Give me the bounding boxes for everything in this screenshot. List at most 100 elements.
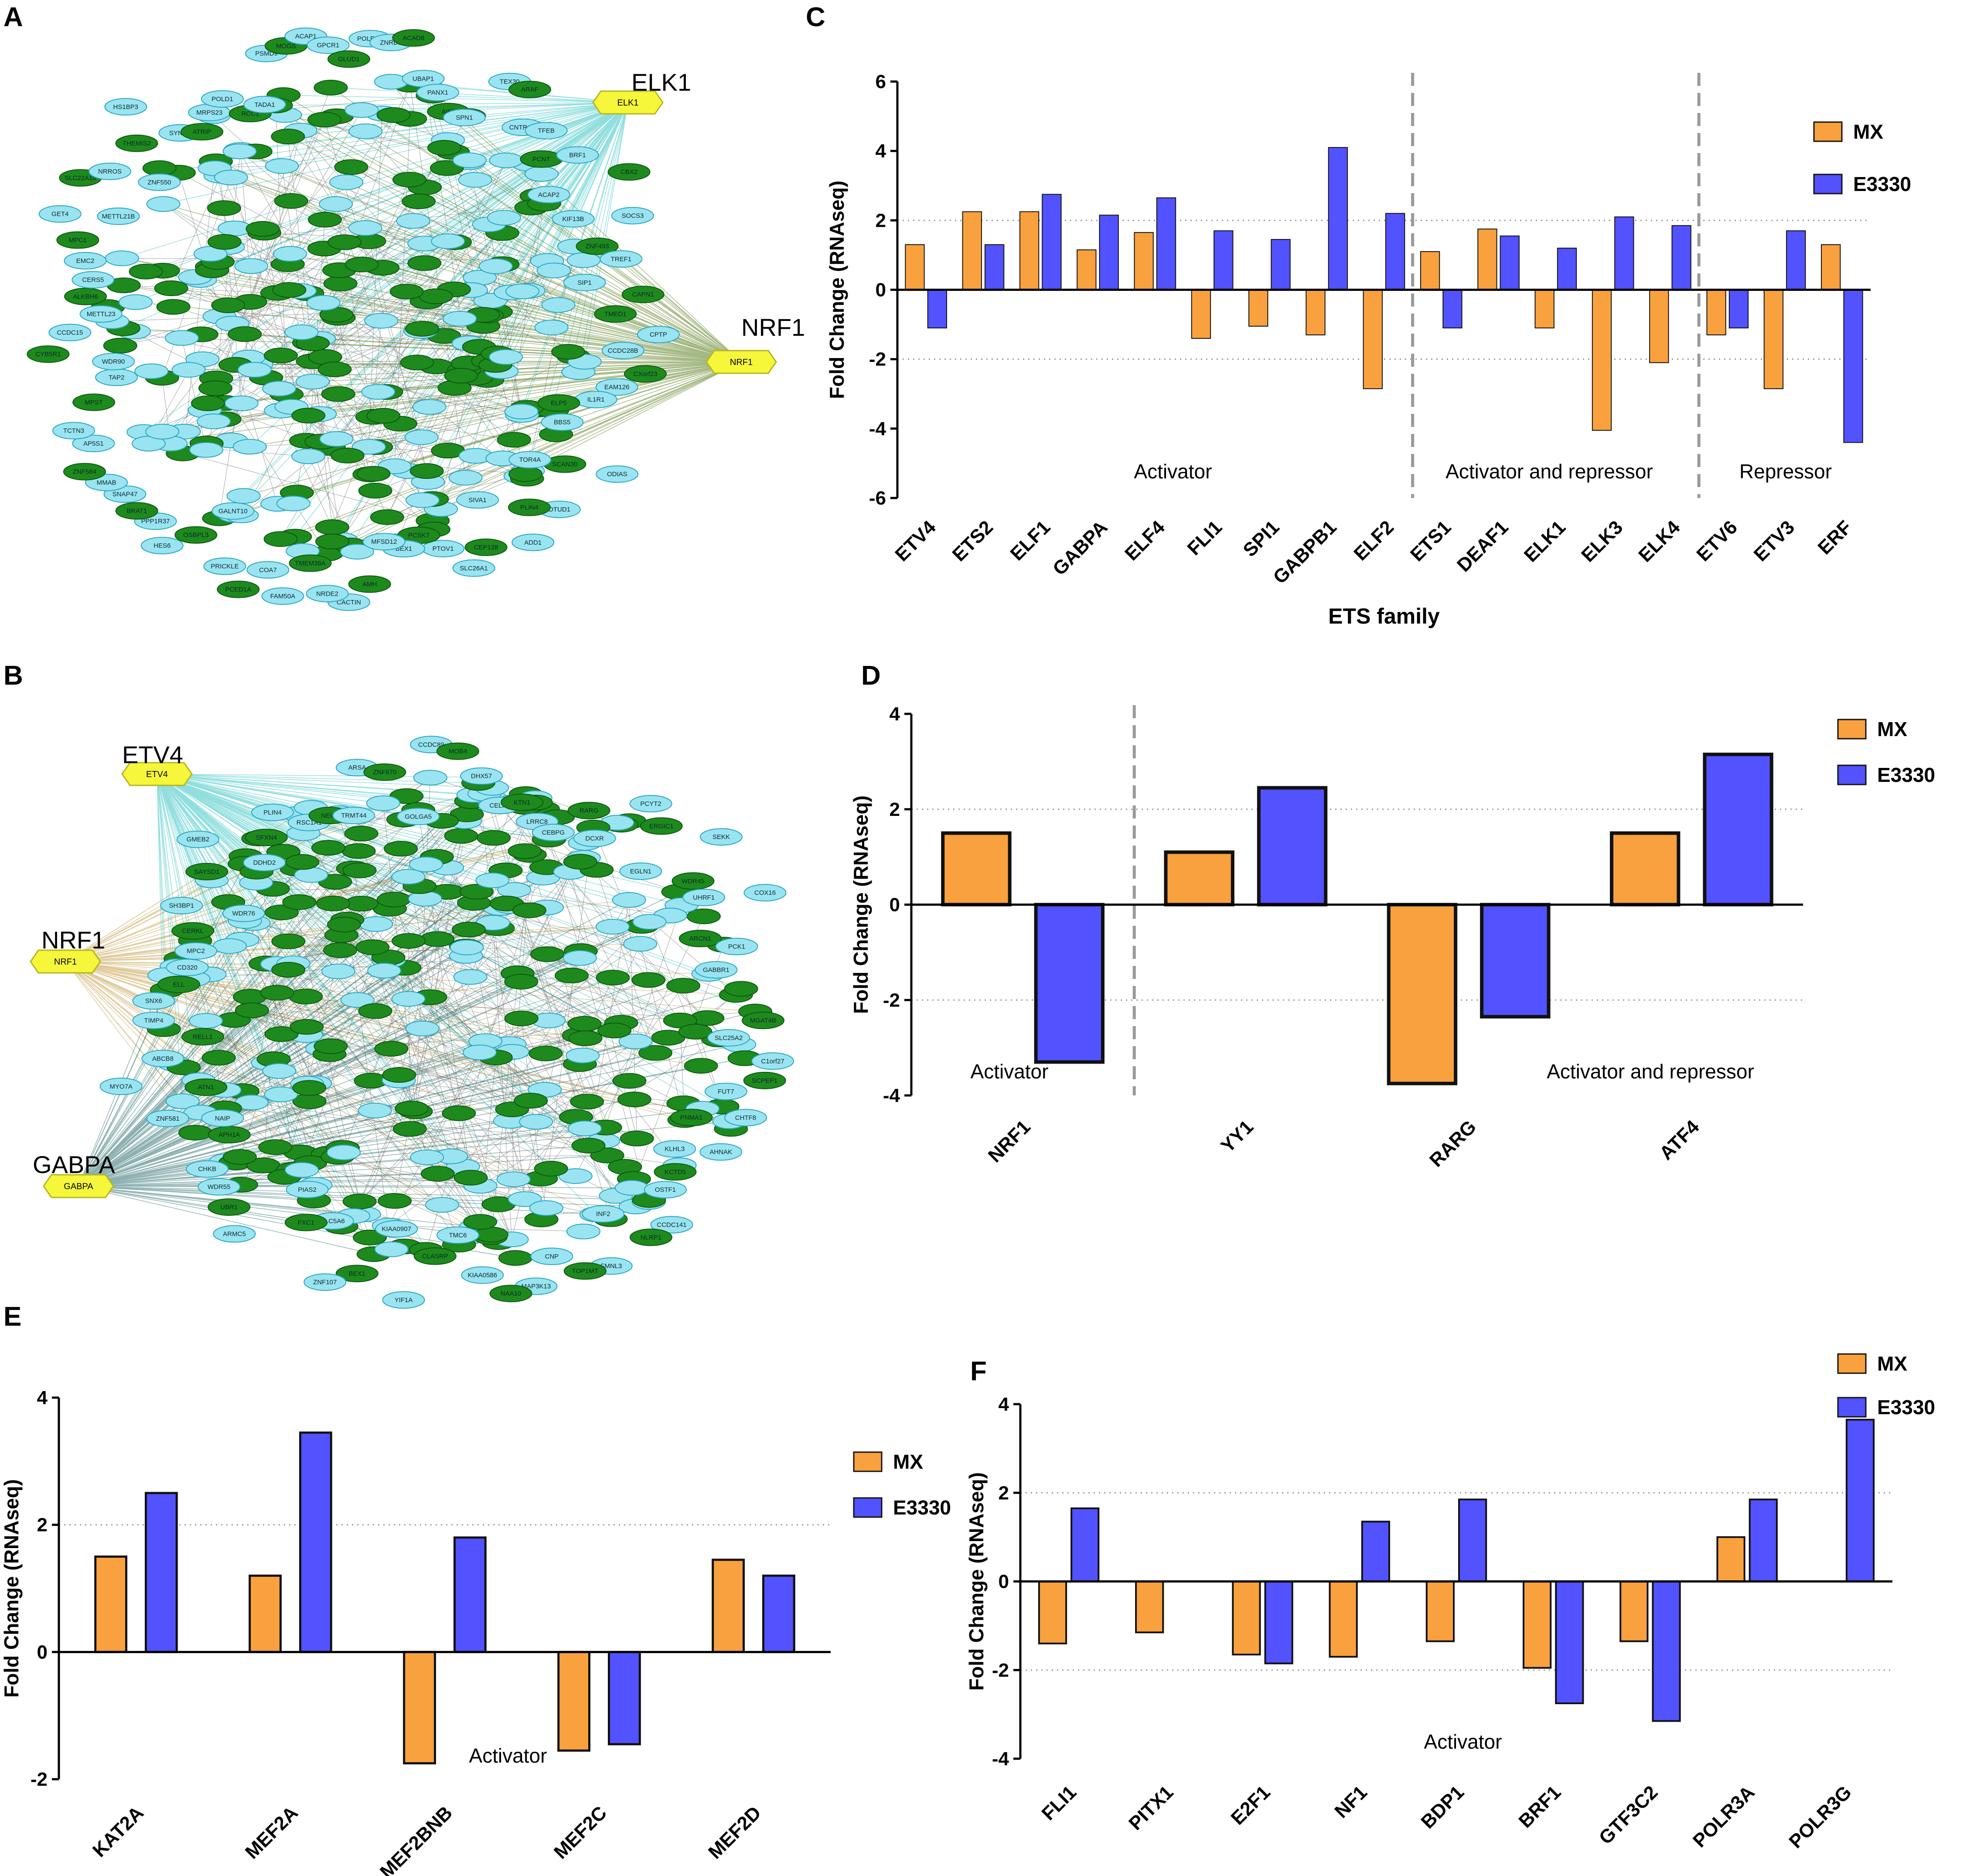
gene-node-regulated [678, 1023, 712, 1040]
gene-node [601, 341, 644, 359]
category-label: FLI1 [1183, 516, 1227, 559]
gene-node-regulated [289, 989, 323, 1005]
edge [288, 136, 742, 362]
gene-node [525, 122, 568, 140]
gene-node [261, 587, 304, 605]
category-label: RARG [1425, 1116, 1480, 1171]
edge [361, 102, 628, 111]
gene-node [165, 1093, 200, 1109]
hub-node-text: NRF1 [54, 957, 77, 967]
gene-label: MFSD12 [371, 538, 397, 546]
category-label: GTF3C2 [1595, 1781, 1662, 1849]
category-label: ERF [1814, 516, 1856, 559]
category-label: YY1 [1217, 1116, 1257, 1156]
edge [476, 102, 628, 378]
edge [340, 102, 628, 284]
gene-node-regulated [264, 1026, 299, 1042]
gene-node [443, 109, 486, 126]
gene-label: TRMT44 [341, 812, 366, 819]
gene-label: SPN1 [456, 114, 473, 122]
gene-node-regulated [334, 159, 368, 175]
gene-node [743, 884, 787, 902]
gene-label: UBR1 [220, 1204, 238, 1211]
bar-e3330-e2f1 [1264, 1580, 1293, 1665]
edge [157, 774, 399, 1081]
bar-e3330-elk4 [1671, 225, 1691, 290]
edge [300, 130, 742, 362]
gene-label: TMC6 [449, 1231, 467, 1239]
bar-e3330-nrf1 [1034, 903, 1104, 1064]
gene-node [289, 554, 332, 572]
gene-node-regulated [514, 1093, 548, 1109]
bar-e3330-polr3a [1749, 1498, 1778, 1583]
gene-label: COA7 [259, 566, 277, 574]
gene-label: GALNT10 [218, 508, 248, 515]
gene-label: GOLGA5 [405, 813, 432, 820]
gene-node [600, 250, 643, 268]
gene-node-regulated [191, 395, 225, 411]
gene-label: TMED1 [604, 310, 627, 318]
panel-letter-b: B [3, 661, 23, 691]
gene-node [460, 767, 503, 785]
edge [163, 102, 628, 205]
hub-label: ELK1 [631, 68, 691, 96]
gene-node-regulated [366, 408, 401, 424]
y-axis-title: Fold Change (RNAseq) [965, 1472, 988, 1691]
edge [490, 300, 742, 362]
edge [157, 774, 184, 1068]
gene-node [505, 283, 540, 300]
gene-node-regulated [374, 1040, 409, 1057]
bar-e3330-fli1 [1214, 230, 1234, 290]
bar-mx-etv3 [1763, 289, 1784, 389]
bar-e3330-spi1 [1271, 239, 1291, 290]
gene-node-regulated [307, 112, 341, 128]
bar-e3330-brf1 [1555, 1580, 1584, 1704]
gene-label: ATN1 [198, 1084, 214, 1091]
gene-node [640, 817, 683, 835]
gene-node-regulated [129, 263, 163, 280]
gene-label: TAP2 [109, 374, 124, 381]
gene-label: KIF13B [562, 215, 584, 223]
category-label: ETV4 [891, 516, 940, 566]
gene-label: ODIAS [607, 471, 627, 478]
edge [325, 335, 444, 358]
edge [283, 95, 628, 103]
y-tick-label: 2 [876, 210, 886, 231]
gene-label: BRF1 [569, 151, 586, 159]
gene-node [132, 1012, 175, 1029]
edge [309, 842, 585, 1102]
bar-mx-elk4 [1649, 289, 1669, 363]
category-label: ELF2 [1350, 516, 1398, 565]
gene-node [413, 770, 447, 786]
gene-node [632, 914, 667, 930]
legend-swatch-e3330 [853, 1497, 883, 1518]
gene-node-regulated [260, 985, 294, 1001]
gene-label: CEBPG [542, 829, 565, 836]
gene-node [450, 939, 484, 955]
gene-node [321, 963, 355, 979]
bar-mx-spi1 [1248, 289, 1268, 327]
y-tick-label: 4 [999, 1394, 1009, 1415]
edge [239, 102, 628, 152]
gene-node [366, 795, 400, 811]
edge [331, 87, 628, 103]
edge [78, 903, 507, 1187]
gene-node [141, 1050, 184, 1068]
gene-node [222, 904, 265, 922]
bar-e3330-atf4 [1703, 752, 1773, 907]
gene-node [392, 29, 435, 47]
gene-node-regulated [400, 355, 434, 371]
category-label: ETV6 [1692, 516, 1741, 565]
bar-mx-etv4 [905, 244, 925, 290]
category-label: MEF2D [704, 1802, 765, 1863]
gene-node-regulated [444, 368, 478, 384]
gene-node-regulated [317, 361, 352, 377]
gene-node [160, 897, 203, 914]
y-axis-title: Fold Change (RNAseq) [849, 795, 872, 1014]
gene-node [416, 84, 460, 102]
edge [361, 102, 628, 265]
edge [288, 969, 365, 1214]
gene-node-regulated [307, 211, 342, 228]
category-label: POLR3A [1689, 1781, 1759, 1852]
legend-label-e3330: E3330 [1877, 1396, 1935, 1419]
